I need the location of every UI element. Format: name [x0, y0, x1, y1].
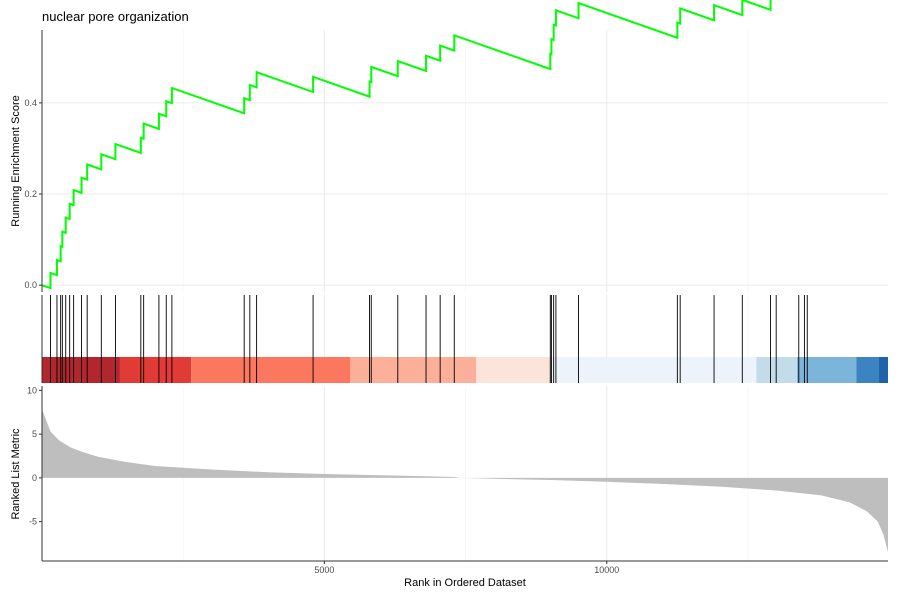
rank-color-block	[119, 357, 192, 383]
rank-color-block	[476, 357, 552, 383]
x-axis-title: Rank in Ordered Dataset	[404, 577, 526, 589]
gene-hits-panel	[41, 295, 888, 383]
ranked-metric-area	[42, 409, 888, 553]
y-tick-label-ranked-metric: 0	[32, 473, 37, 483]
y-tick-label-running-score: 0.2	[24, 189, 37, 199]
y-tick-label-running-score: 0.4	[24, 98, 37, 108]
y-axis-title-ranked-metric: Ranked List Metric	[10, 428, 22, 520]
rank-color-block	[797, 357, 857, 383]
y-axis-title-running-score: Running Enrichment Score	[10, 95, 22, 226]
x-tick-label: 5000	[314, 565, 334, 575]
y-tick-label-ranked-metric: -5	[29, 517, 37, 527]
running-score-panel: 0.0 0.2 0.4	[24, 0, 888, 292]
x-tick-label: 10000	[594, 565, 619, 575]
y-tick-label-ranked-metric: 5	[32, 429, 37, 439]
rank-color-block	[878, 357, 888, 383]
rank-color-block	[856, 357, 879, 383]
rank-color-block	[551, 357, 757, 383]
y-tick-label-running-score: 0.0	[24, 280, 37, 290]
running-score-line	[41, 0, 772, 290]
plot-title: nuclear pore organization	[42, 9, 189, 24]
y-tick-label-ranked-metric: 10	[27, 385, 37, 395]
ranked-metric-panel: 10 5 0 -5 5000 10000	[27, 385, 888, 575]
rank-color-block	[191, 357, 351, 383]
rank-color-block	[756, 357, 798, 383]
rank-color-block	[42, 357, 120, 383]
